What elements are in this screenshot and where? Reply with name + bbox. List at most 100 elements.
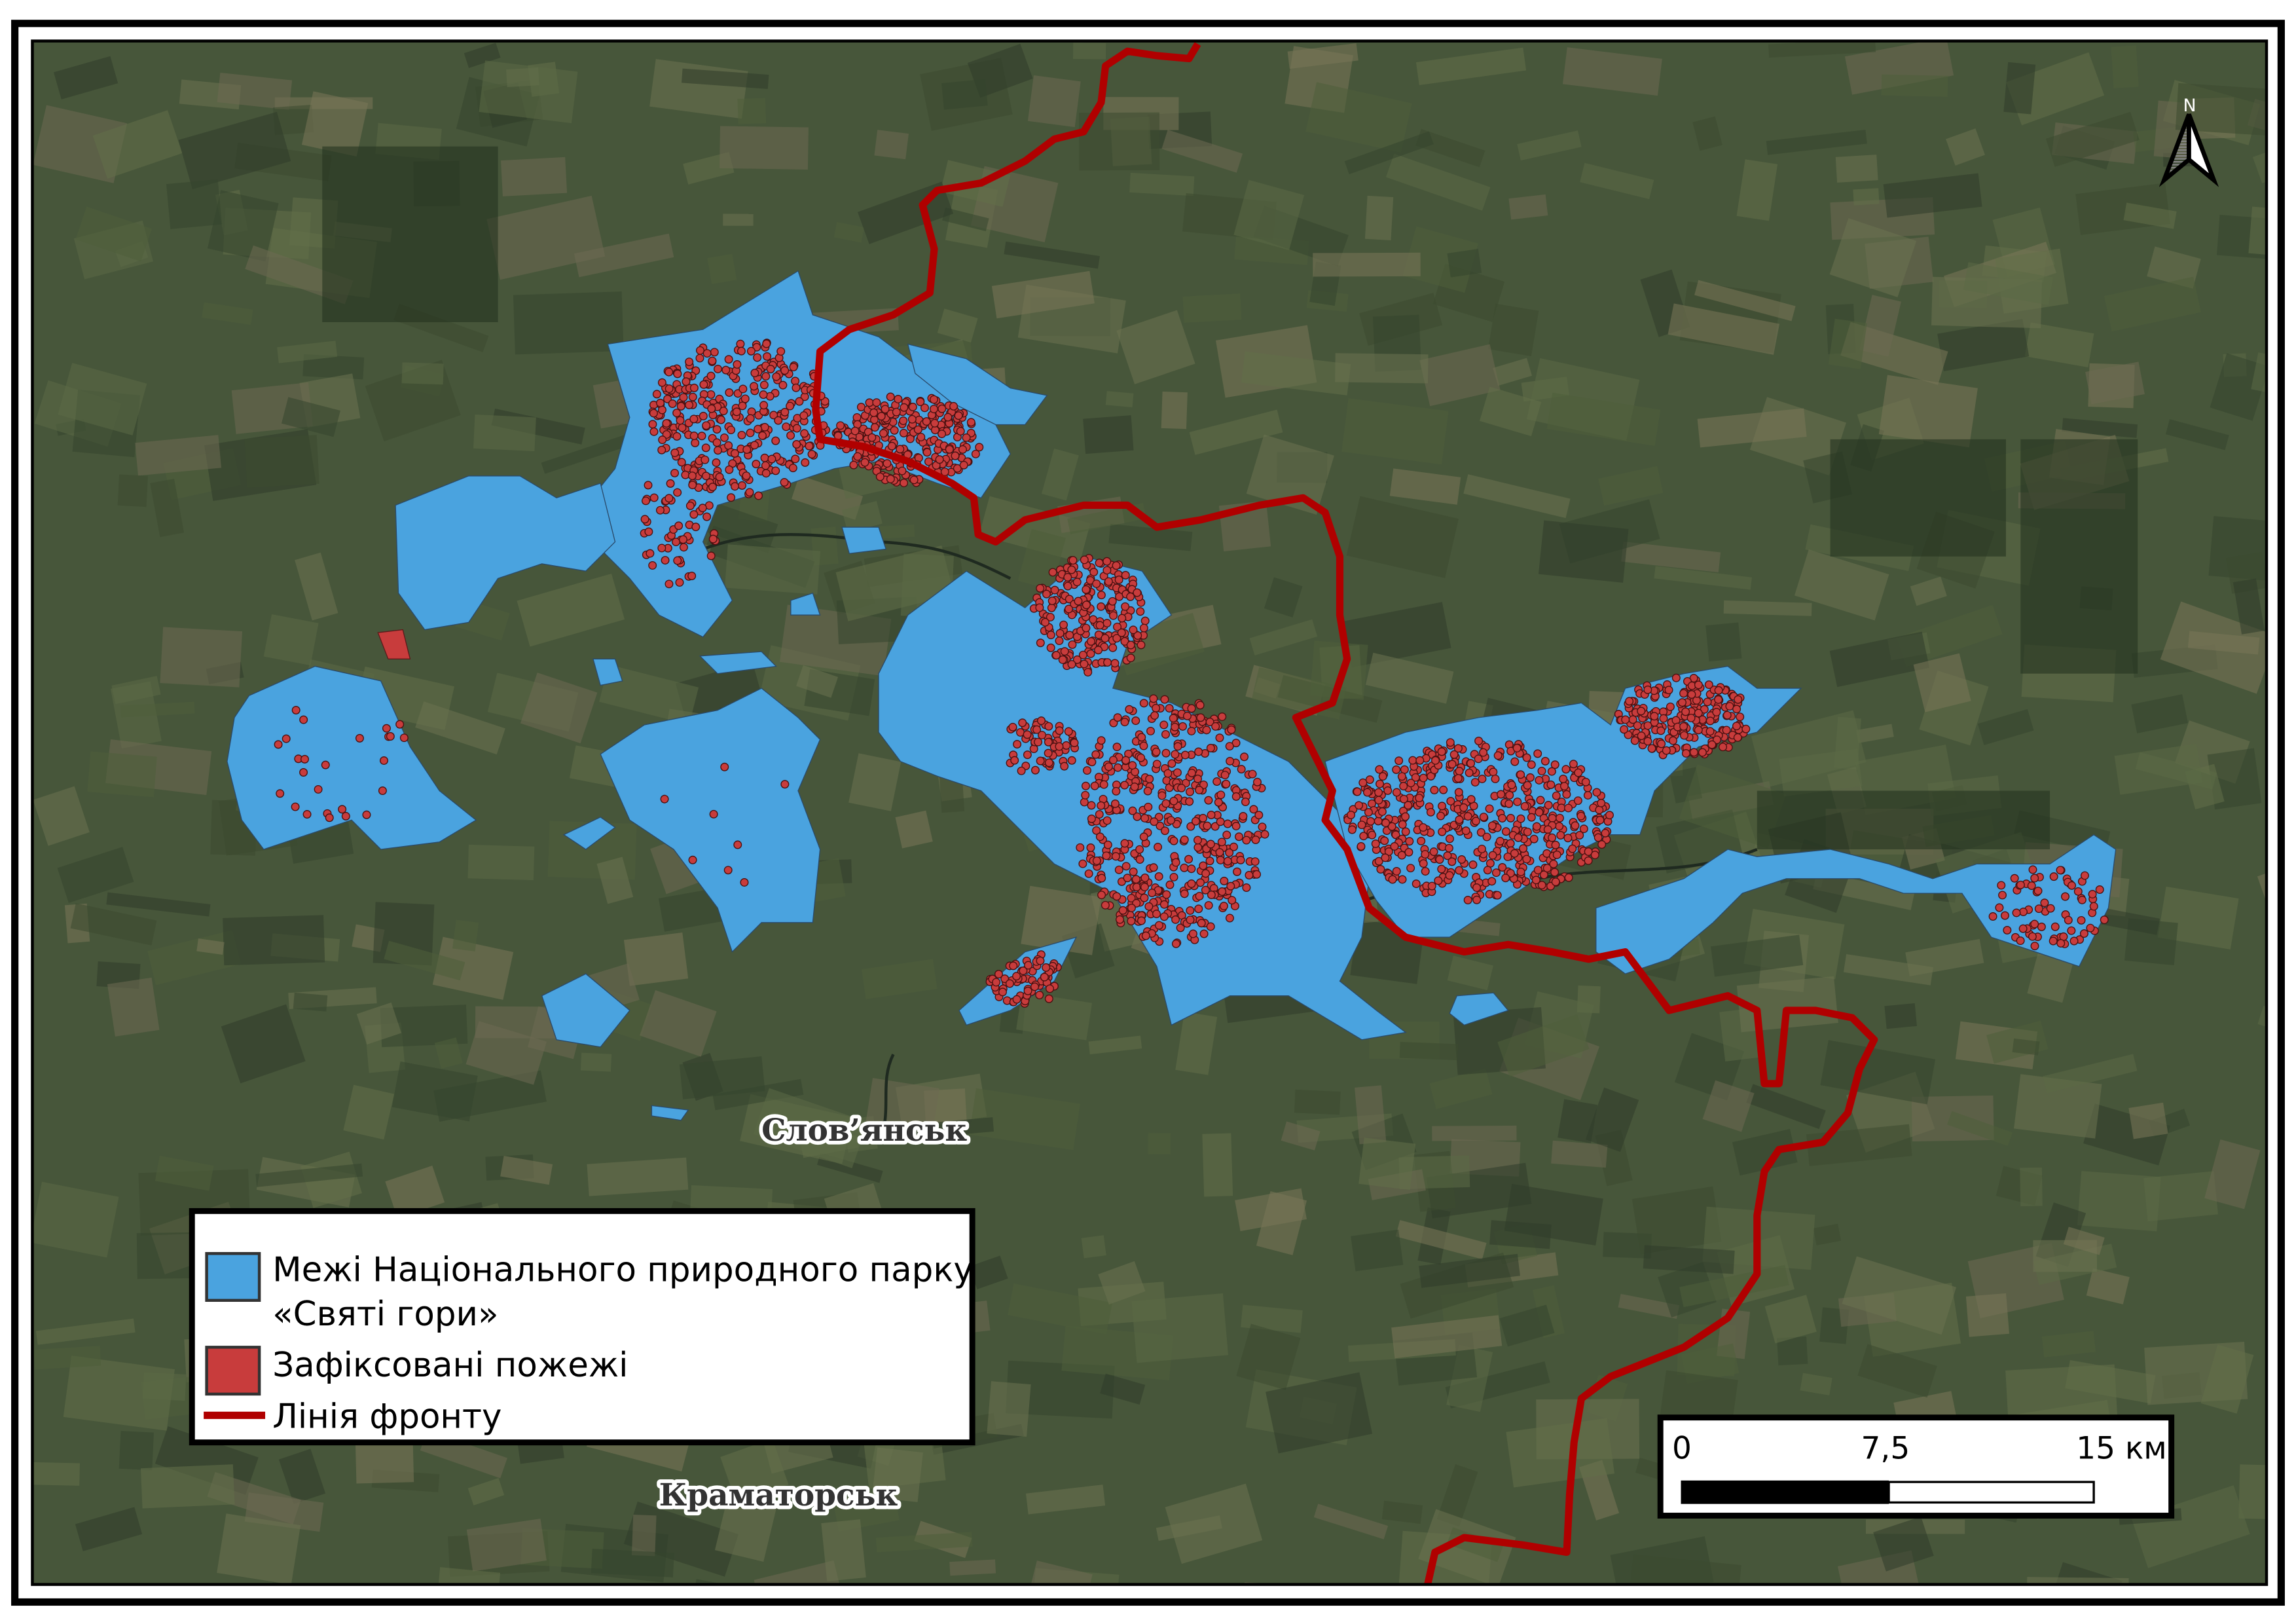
scale-label-end: 15 км xyxy=(2076,1430,2166,1466)
fire-point xyxy=(1621,715,1630,724)
field-patch xyxy=(1313,252,1421,277)
fire-point xyxy=(660,794,669,803)
fire-point xyxy=(1548,833,1557,842)
fire-point xyxy=(1129,625,1138,635)
fire-point xyxy=(1535,807,1544,817)
fire-point xyxy=(1184,855,1194,864)
fire-point xyxy=(725,388,734,397)
fire-point xyxy=(1196,713,1205,722)
field-patch xyxy=(725,544,821,595)
fire-point xyxy=(1733,733,1742,742)
fire-point xyxy=(1439,785,1448,794)
fire-point xyxy=(1470,778,1480,787)
field-patch xyxy=(1913,653,1971,712)
field-patch xyxy=(2251,352,2267,396)
fire-point xyxy=(1474,754,1483,764)
fire-point xyxy=(1036,956,1045,965)
fire-point xyxy=(789,363,798,372)
fire-point xyxy=(1148,889,1157,897)
fire-point xyxy=(1218,887,1227,896)
fire-point xyxy=(1216,855,1225,864)
fire-point xyxy=(644,527,653,536)
fire-point xyxy=(1131,716,1140,726)
fire-point xyxy=(850,426,860,435)
fire-point xyxy=(1012,972,1021,981)
fire-point xyxy=(1146,726,1155,735)
legend-fire-label: Зафіксовані пожежі xyxy=(272,1346,628,1385)
fire-point xyxy=(2079,929,2088,938)
fire-point xyxy=(1531,876,1540,885)
fire-point xyxy=(2030,919,2039,929)
fire-point xyxy=(1245,871,1254,879)
fire-point xyxy=(2067,926,2076,935)
fire-point xyxy=(2030,942,2039,951)
fire-point xyxy=(1222,779,1231,788)
fire-point xyxy=(1072,655,1082,664)
fire-point xyxy=(1550,868,1559,877)
fire-point xyxy=(1137,640,1146,650)
scale-label-0: 0 xyxy=(1672,1430,1692,1466)
field-patch xyxy=(501,157,568,196)
fire-point xyxy=(1110,659,1120,668)
fire-point xyxy=(1010,756,1019,765)
field-patch xyxy=(33,1346,101,1370)
fire-point xyxy=(1487,877,1497,886)
fire-point xyxy=(1199,861,1208,870)
fire-point xyxy=(1411,773,1420,782)
fire-point xyxy=(1023,730,1032,739)
fire-point xyxy=(681,470,690,479)
fire-point xyxy=(1191,817,1200,826)
fire-point xyxy=(698,504,707,513)
fire-point xyxy=(1474,737,1484,745)
field-patch xyxy=(1341,398,1449,465)
field-patch xyxy=(1447,249,1482,278)
fire-point xyxy=(2033,887,2043,896)
field-patch xyxy=(1419,344,1501,407)
fire-point xyxy=(1080,798,1089,807)
fire-point xyxy=(872,398,881,407)
fire-point xyxy=(1543,825,1552,834)
fire-point xyxy=(1171,939,1180,948)
field-patch xyxy=(75,1507,143,1551)
fire-point xyxy=(1097,736,1106,745)
fire-point xyxy=(1044,737,1053,747)
fire-point xyxy=(1082,600,1091,610)
fire-point xyxy=(836,421,845,430)
fire-point xyxy=(1201,885,1210,895)
field-patch xyxy=(541,431,640,474)
fire-point xyxy=(702,349,712,358)
fire-point xyxy=(1038,731,1046,740)
fire-point xyxy=(362,810,371,819)
fire-point xyxy=(1104,762,1113,771)
field-patch xyxy=(1429,1068,1493,1109)
field-patch xyxy=(1287,43,1358,69)
map-area[interactable]: Слов’янськ Краматорськ N xyxy=(30,37,2296,1624)
fire-point xyxy=(2056,866,2065,875)
fire-point xyxy=(1556,831,1565,840)
fire-point xyxy=(2049,872,2058,881)
fire-point xyxy=(1220,771,1230,780)
field-patch xyxy=(871,1447,923,1502)
fire-point xyxy=(740,877,749,887)
fire-point xyxy=(994,970,1003,979)
fire-point xyxy=(727,426,736,435)
fire-point xyxy=(1118,906,1127,915)
fire-point xyxy=(276,789,285,798)
field-patch xyxy=(2175,83,2267,137)
fire-point xyxy=(1176,923,1185,932)
fire-point xyxy=(701,471,710,481)
fire-point xyxy=(1548,814,1557,822)
field-patch xyxy=(520,673,598,744)
fire-point xyxy=(1700,705,1709,714)
field-patch xyxy=(1977,709,2034,745)
field-patch xyxy=(1161,391,1188,430)
fire-point xyxy=(1120,637,1129,646)
forest-patch xyxy=(1757,790,2050,850)
field-patch xyxy=(1105,391,1134,408)
field-patch xyxy=(2003,62,2036,115)
fire-point xyxy=(1094,646,1103,655)
field-patch xyxy=(987,1381,1031,1437)
fire-point xyxy=(1201,869,1211,878)
fire-point xyxy=(1374,796,1383,805)
fire-point xyxy=(2016,936,2025,946)
